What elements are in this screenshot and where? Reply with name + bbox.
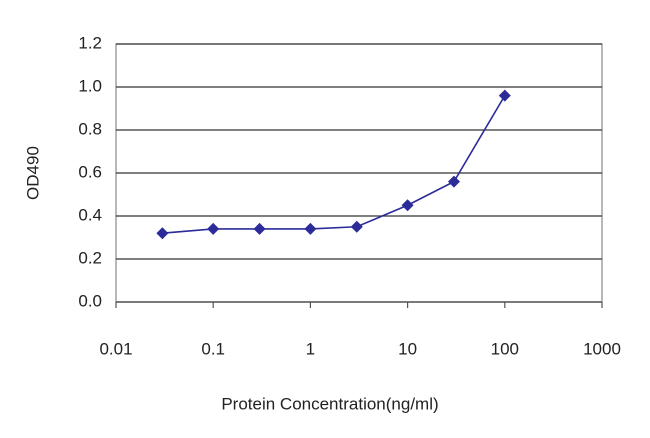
y-tick-label: 0.8 <box>78 119 102 138</box>
y-tick-label: 0.0 <box>78 291 102 310</box>
data-point <box>207 222 220 235</box>
x-tick-label: 1 <box>306 339 315 358</box>
data-point <box>253 222 266 235</box>
data-point <box>401 199 414 212</box>
x-tick-label: 10 <box>398 339 417 358</box>
y-tick-label: 1.2 <box>78 33 102 52</box>
x-axis-title: Protein Concentration(ng/ml) <box>221 394 438 413</box>
x-tick-label: 0.1 <box>201 339 225 358</box>
data-point <box>498 89 511 102</box>
data-point <box>350 220 363 233</box>
y-axis-title: OD490 <box>23 146 42 200</box>
y-tick-label: 0.6 <box>78 162 102 181</box>
data-point <box>156 227 169 240</box>
x-tick-label: 0.01 <box>99 339 132 358</box>
y-tick-label: 0.2 <box>78 248 102 267</box>
x-tick-label: 1000 <box>583 339 621 358</box>
data-point <box>447 175 460 188</box>
y-tick-label: 0.4 <box>78 205 102 224</box>
series-line <box>162 95 506 234</box>
x-tick-label: 100 <box>491 339 519 358</box>
y-tick-label: 1.0 <box>78 76 102 95</box>
data-point <box>304 222 317 235</box>
